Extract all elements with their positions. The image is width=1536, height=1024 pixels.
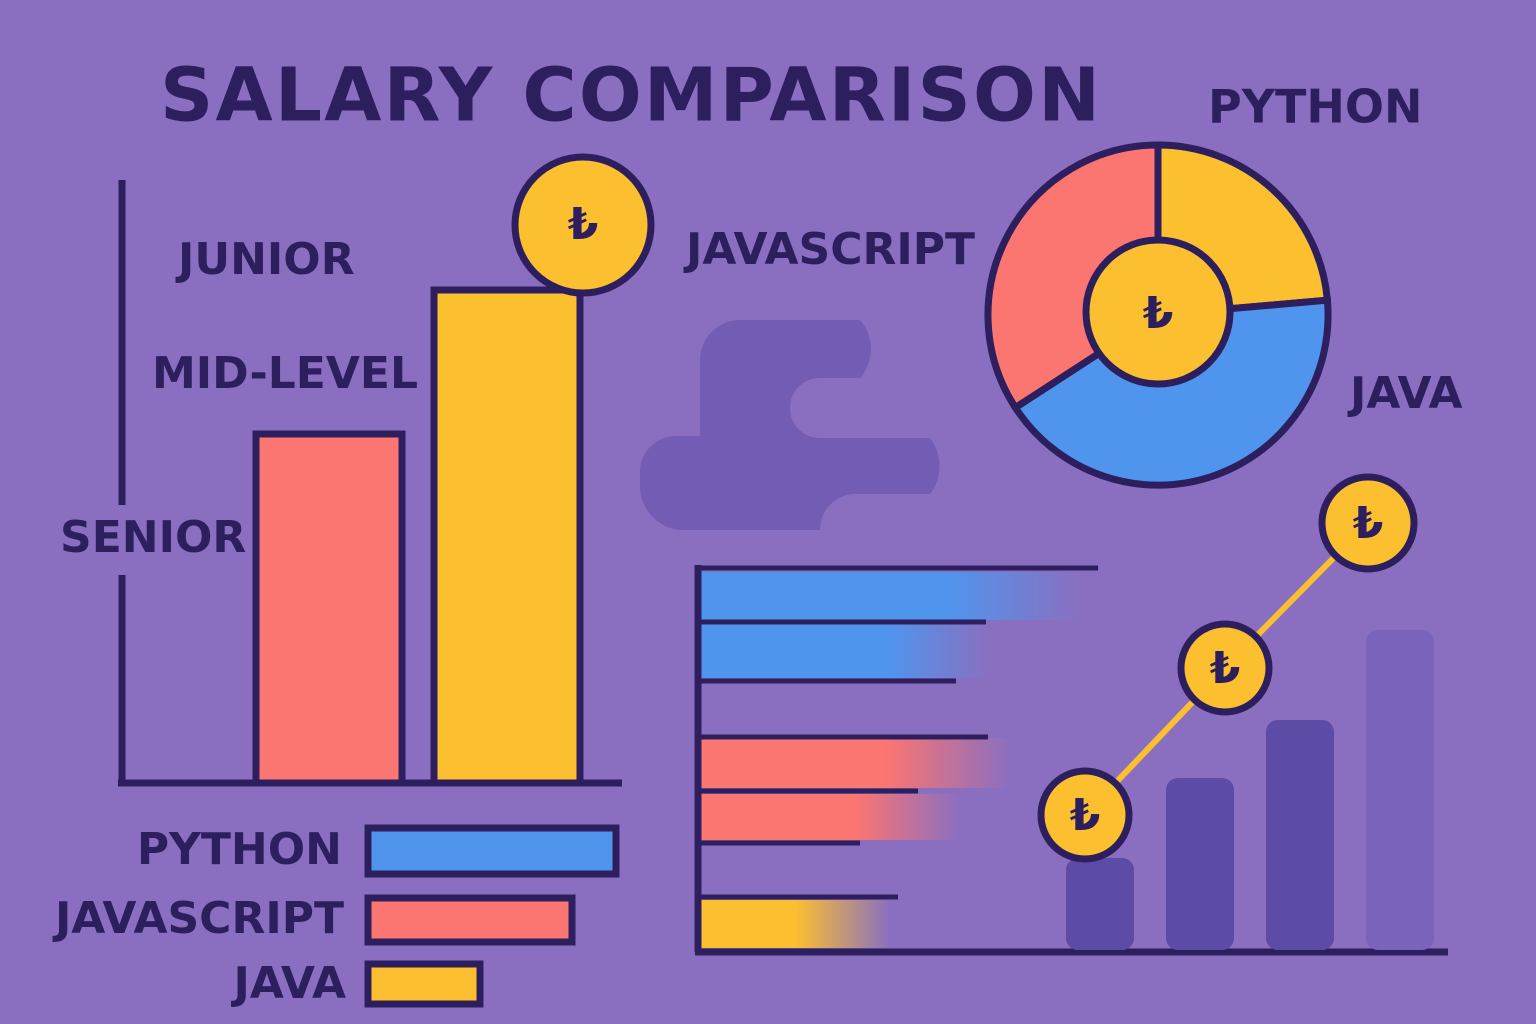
currency-symbol: ₺ <box>1210 643 1241 694</box>
column <box>1366 630 1434 950</box>
title: SALARY COMPARISON <box>160 53 1100 139</box>
currency-symbol: ₺ <box>568 199 599 250</box>
level-label: JUNIOR <box>175 234 355 285</box>
pie-label: JAVASCRIPT <box>683 224 975 275</box>
currency-symbol: ₺ <box>1070 790 1101 841</box>
coin-circle <box>1177 620 1273 716</box>
bar <box>700 738 1010 788</box>
column <box>1066 858 1134 950</box>
bar <box>700 572 1080 620</box>
pie-label: JAVA <box>1347 368 1463 419</box>
bar <box>430 286 584 787</box>
coin: ₺ <box>1082 236 1234 388</box>
bar <box>700 624 990 678</box>
level-label: MID-LEVEL <box>152 348 418 399</box>
currency-symbol: ₺ <box>1353 498 1384 549</box>
legend-swatch <box>364 894 576 946</box>
currency-symbol: ₺ <box>1143 288 1174 339</box>
column <box>1166 778 1234 950</box>
column <box>1266 720 1334 950</box>
pie-slice <box>1010 296 1332 489</box>
legend-label: JAVA <box>230 958 346 1009</box>
legend-label: JAVASCRIPT <box>52 893 344 944</box>
bar-lines <box>698 565 1098 900</box>
bar <box>252 430 406 787</box>
decorative-shape <box>639 320 940 530</box>
legend-swatch <box>364 960 484 1008</box>
coin: ₺ <box>511 153 655 297</box>
coin-circle <box>1082 236 1234 388</box>
coin-circle <box>1318 473 1418 573</box>
bar <box>700 794 960 840</box>
pie: ₺ <box>984 141 1332 489</box>
coin: ₺ <box>1037 767 1133 863</box>
coin-circle <box>511 153 655 297</box>
bar <box>700 900 890 948</box>
coin-circle <box>1037 767 1133 863</box>
legend-label: PYTHON <box>137 824 342 875</box>
pie-label: PYTHON <box>1208 80 1423 134</box>
legend-swatch <box>364 824 620 878</box>
coin: ₺ <box>1177 620 1273 716</box>
level-label: SENIOR <box>60 512 246 563</box>
coin: ₺ <box>1318 473 1418 573</box>
